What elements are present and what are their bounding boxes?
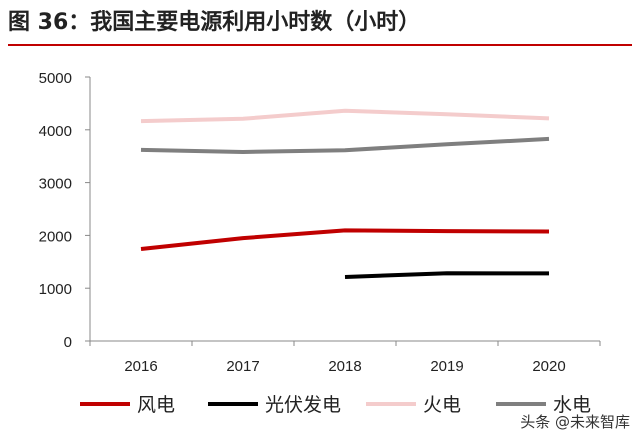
y-tick-label: 2000 (39, 228, 72, 245)
legend-label: 水电 (553, 394, 591, 416)
chart-series (140, 108, 550, 279)
x-tick-label: 2018 (328, 358, 361, 375)
series-line-2 (140, 108, 550, 124)
series-line-1 (344, 271, 550, 279)
y-tick-label: 1000 (39, 281, 72, 298)
y-tick-label: 3000 (39, 176, 72, 193)
y-tick-label: 4000 (39, 123, 72, 140)
chart-axes: 0 1000 2000 3000 4000 5000 2016 2017 2018 2019 202… (39, 70, 601, 375)
watermark-text: 头条 @未来智库 (520, 413, 630, 431)
y-tick-label: 5000 (39, 70, 72, 87)
x-tick-label: 2019 (430, 358, 463, 375)
x-tick-label: 2020 (532, 358, 565, 375)
y-tick-label: 0 (64, 334, 72, 351)
chart-legend: 风电 光伏发电 火电 水电 (80, 394, 591, 416)
legend-label: 光伏发电 (265, 394, 341, 416)
legend-label: 火电 (423, 394, 461, 416)
x-tick-label: 2016 (124, 358, 157, 375)
series-line-3 (140, 136, 550, 154)
title-divider (8, 44, 632, 46)
series-line-0 (140, 228, 550, 251)
chart-title: 图 36：我国主要电源利用小时数（小时） (8, 10, 421, 35)
legend-label: 风电 (137, 394, 175, 416)
x-tick-label: 2017 (226, 358, 259, 375)
